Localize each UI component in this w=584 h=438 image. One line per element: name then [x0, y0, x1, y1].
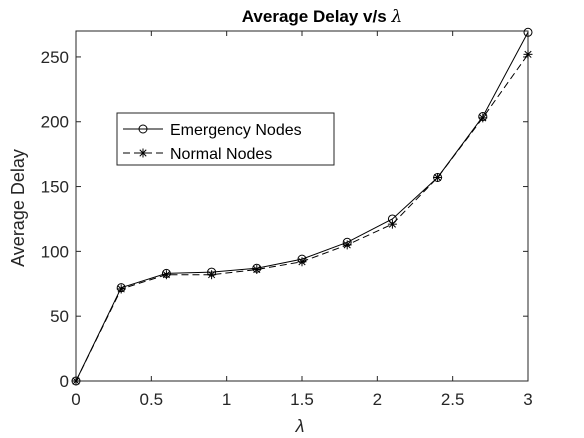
y-axis-label: Average Delay — [8, 149, 28, 267]
series-layer — [71, 27, 533, 386]
data-point — [161, 270, 171, 280]
x-axis-label: λ — [295, 416, 305, 436]
legend-marker — [138, 124, 148, 134]
legend: Emergency Nodes Normal Nodes — [116, 112, 335, 166]
data-point — [523, 27, 533, 37]
y-tick-label: 100 — [41, 242, 69, 261]
y-axis-ticks: 0 50 100 150 200 250 — [41, 48, 528, 391]
legend-box — [116, 112, 335, 166]
axes-box — [75, 30, 529, 382]
y-tick-label: 50 — [50, 307, 69, 326]
data-point — [523, 49, 533, 59]
x-tick-label: 0 — [71, 390, 80, 409]
data-point — [116, 284, 126, 294]
x-axis-ticks: 0 0.5 1 1.5 2 2.5 3 — [71, 31, 533, 409]
y-tick-label: 250 — [41, 48, 69, 67]
data-point — [207, 270, 217, 280]
x-tick-label: 1 — [222, 390, 231, 409]
legend-label: Normal Nodes — [170, 146, 272, 163]
y-tick-label: 0 — [60, 372, 69, 391]
data-point — [342, 240, 352, 250]
data-point — [433, 172, 443, 182]
y-tick-label: 150 — [41, 178, 69, 197]
series-emergency-nodes — [71, 27, 533, 386]
chart-title: Average Delay v/s λ — [242, 7, 402, 27]
data-point — [478, 113, 488, 123]
x-tick-label: 2 — [373, 390, 382, 409]
legend-item: Emergency Nodes — [123, 122, 302, 139]
series-line-emergency-nodes — [75, 32, 529, 382]
x-tick-label: 0.5 — [140, 390, 164, 409]
x-tick-label: 2.5 — [441, 390, 465, 409]
series-normal-nodes — [71, 49, 533, 386]
plot-area — [75, 30, 529, 382]
legend-label: Emergency Nodes — [170, 122, 302, 139]
data-point — [252, 265, 262, 275]
legend-item: Normal Nodes — [123, 146, 272, 163]
data-point — [387, 219, 397, 229]
legend-marker — [138, 148, 148, 158]
data-point — [297, 257, 307, 267]
x-tick-label: 1.5 — [290, 390, 314, 409]
y-tick-label: 200 — [41, 113, 69, 132]
series-line-normal-nodes — [75, 54, 529, 382]
x-tick-label: 3 — [523, 390, 532, 409]
data-point — [71, 376, 81, 386]
